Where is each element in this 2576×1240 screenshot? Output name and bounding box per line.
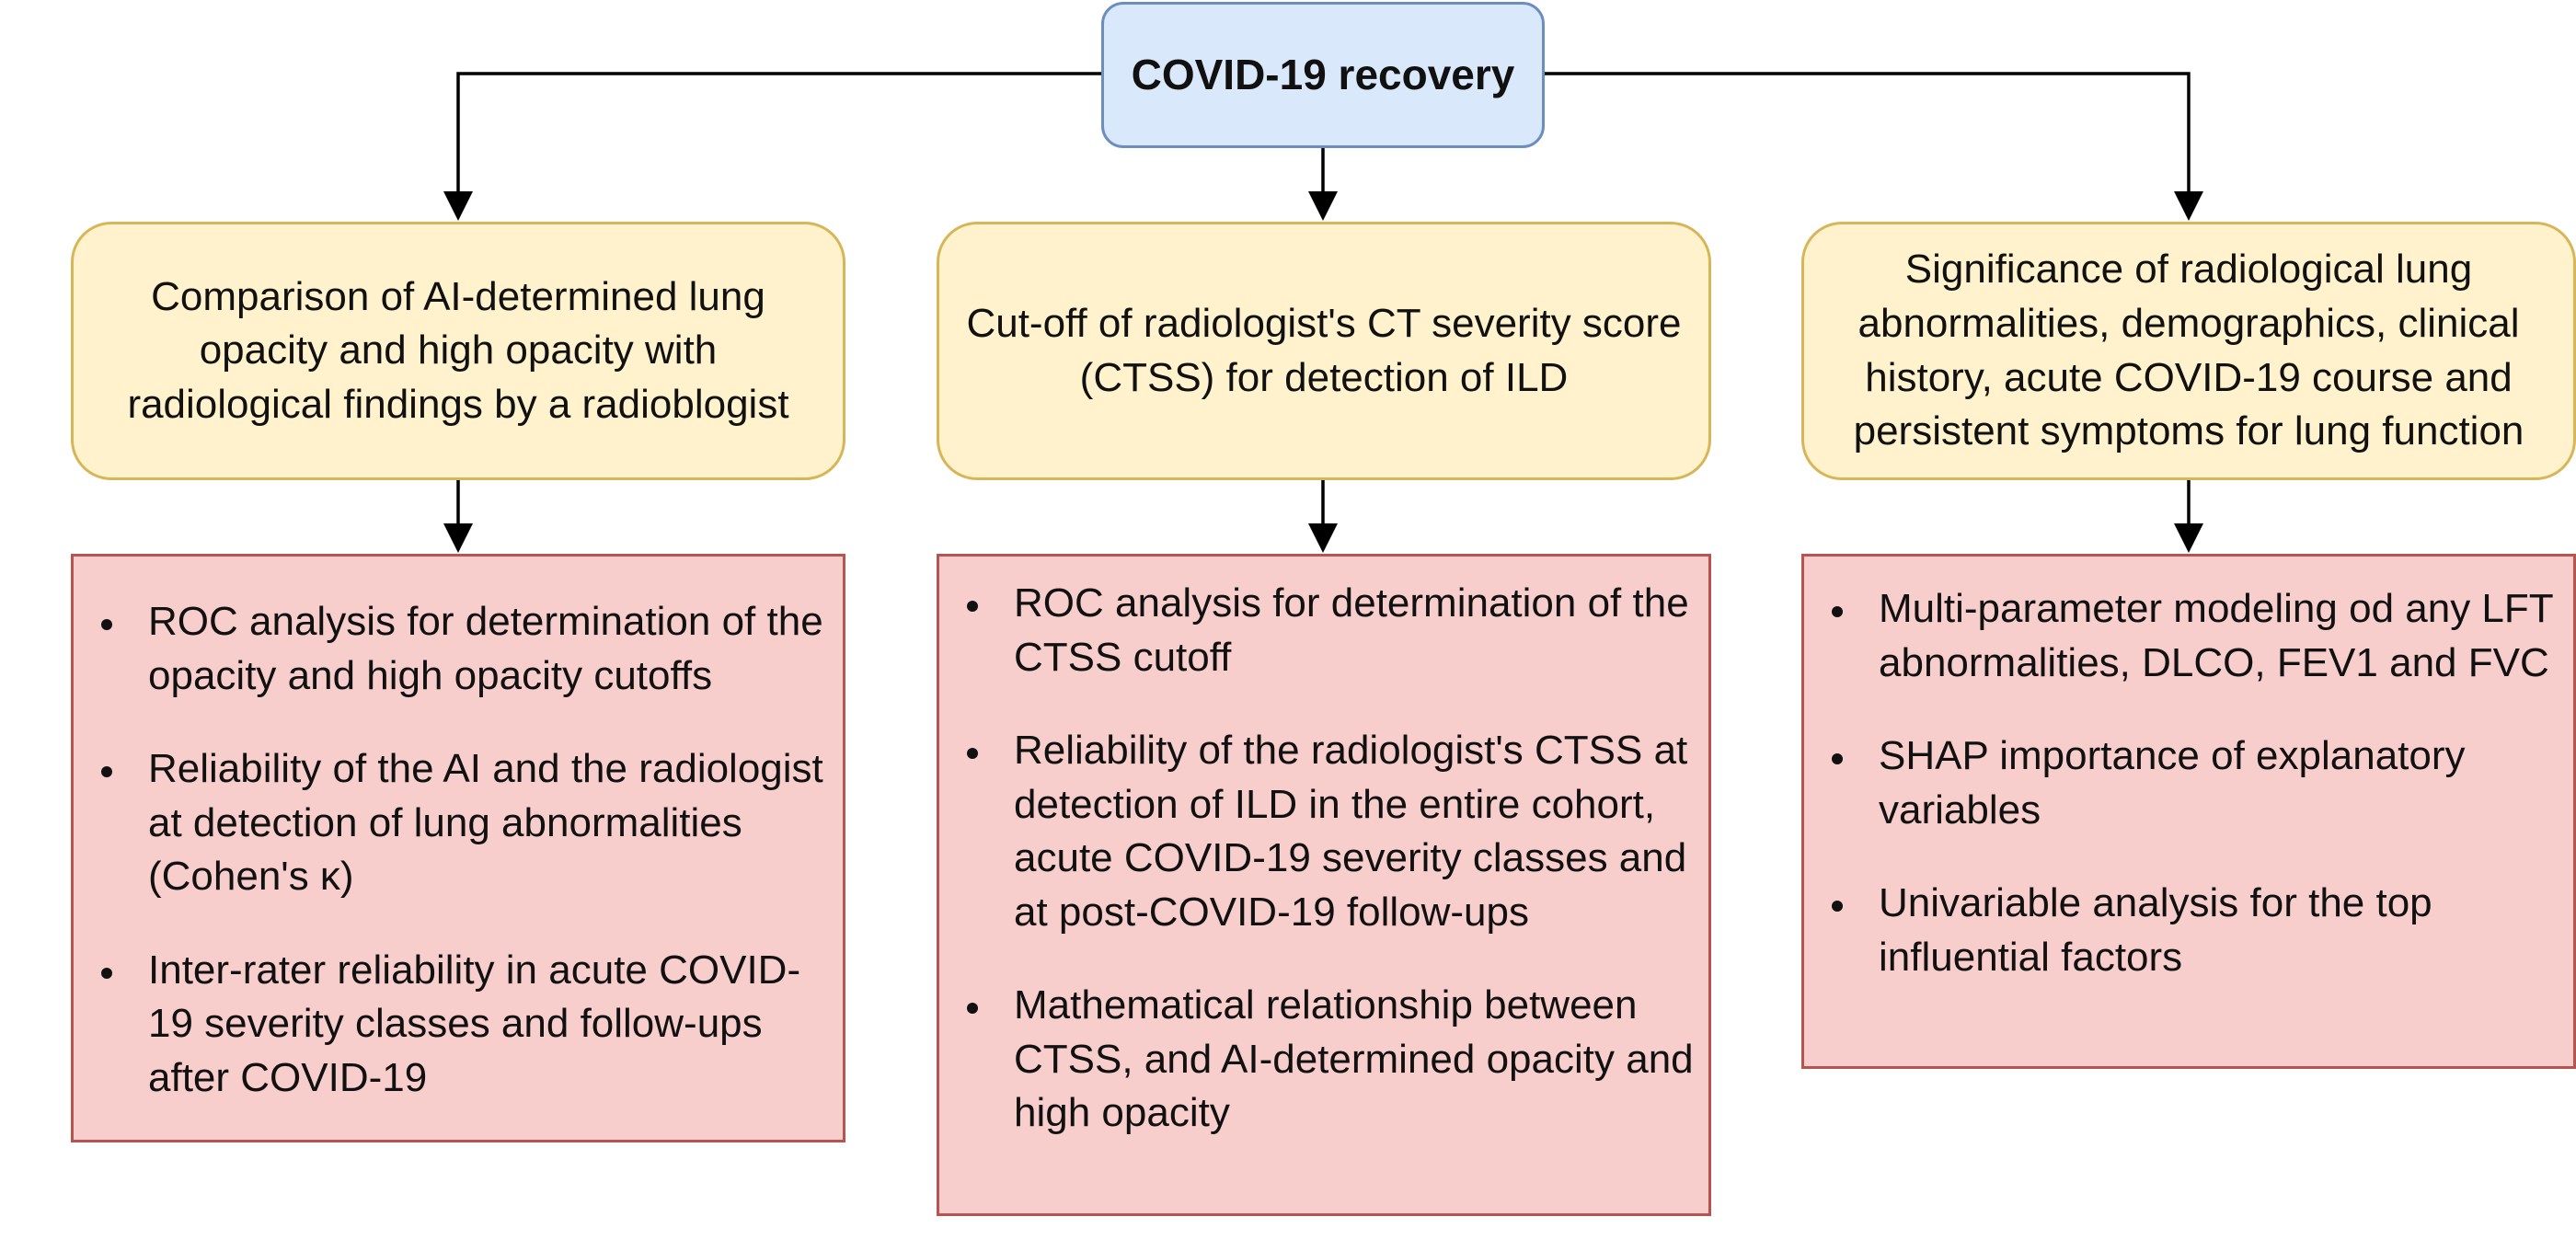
branch-1-details: ROC analysis for determination of the op…	[71, 554, 845, 1142]
branch-2-detail-item-1: ROC analysis for determination of the CT…	[939, 577, 1701, 684]
edge-root-to-branch-3	[1545, 72, 2191, 208]
branch-2-topic: Cut-off of radiologist's CT severity sco…	[937, 222, 1711, 480]
branch-3-detail-list: Multi-parameter modeling od any LFT abno…	[1804, 582, 2573, 984]
branch-2-detail-list: ROC analysis for determination of the CT…	[939, 577, 1708, 1141]
branch-1-detail-item-3: Inter-rater reliability in acute COVID-1…	[74, 944, 835, 1106]
branch-2-details: ROC analysis for determination of the CT…	[937, 554, 1711, 1216]
branch-1-detail-list: ROC analysis for determination of the op…	[74, 595, 843, 1105]
edge-root-to-branch-1	[456, 72, 1101, 208]
branch-3-topic-label: Significance of radiological lung abnorm…	[1853, 247, 2524, 454]
branch-3-topic: Significance of radiological lung abnorm…	[1801, 222, 2576, 480]
branch-3-details: Multi-parameter modeling od any LFT abno…	[1801, 554, 2576, 1069]
branch-2-detail-item-2: Reliability of the radiologist's CTSS at…	[939, 724, 1701, 939]
arrowhead-details-3	[2174, 523, 2203, 553]
branch-1-detail-item-1: ROC analysis for determination of the op…	[74, 595, 835, 703]
branch-2-detail-item-3: Mathematical relationship between CTSS, …	[939, 979, 1701, 1141]
root-label: COVID-19 recovery	[1131, 51, 1515, 99]
branch-1-topic: Comparison of AI-determined lung opacity…	[71, 222, 845, 480]
branch-2-topic-label: Cut-off of radiologist's CT severity sco…	[966, 300, 1682, 400]
arrowhead-branch-3	[2174, 191, 2203, 221]
arrowhead-details-1	[443, 523, 473, 553]
root-node: COVID-19 recovery	[1101, 2, 1545, 148]
branch-3-detail-item-2: SHAP importance of explanatory variables	[1804, 729, 2566, 837]
branch-1-detail-item-2: Reliability of the AI and the radiologis…	[74, 742, 835, 904]
arrowhead-details-2	[1308, 523, 1338, 553]
arrowhead-branch-2	[1308, 191, 1338, 221]
branch-3-detail-item-3: Univariable analysis for the top influen…	[1804, 877, 2566, 984]
branch-1-topic-label: Comparison of AI-determined lung opacity…	[127, 273, 789, 427]
branch-3-detail-item-1: Multi-parameter modeling od any LFT abno…	[1804, 582, 2566, 690]
arrowhead-branch-1	[443, 191, 473, 221]
